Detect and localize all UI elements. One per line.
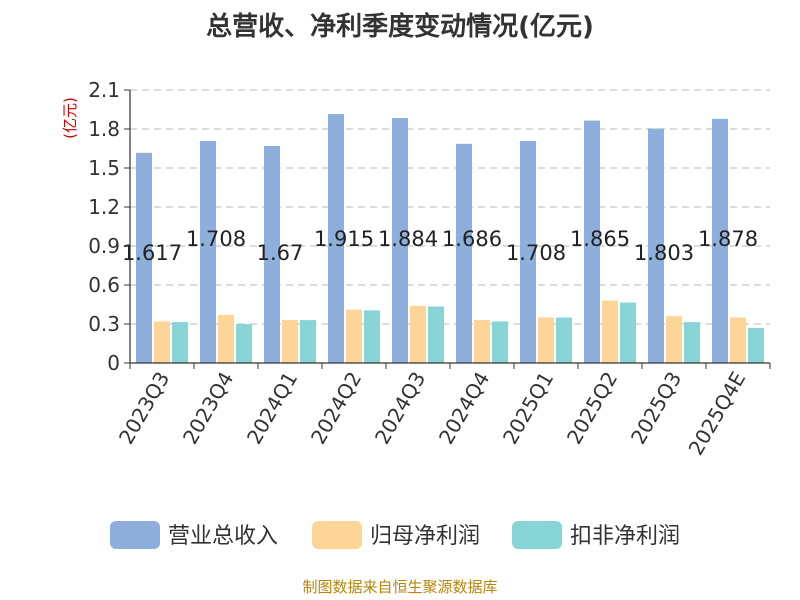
x-tick-label: 2025Q2: [562, 368, 622, 449]
bar-net-profit: [346, 309, 362, 363]
bar-deducted-net-profit: [428, 306, 444, 363]
bar-revenue: [328, 114, 344, 363]
bar-net-profit: [730, 317, 746, 363]
revenue-data-label: 1.67: [257, 241, 304, 265]
x-tick-label: 2024Q2: [306, 368, 366, 449]
bar-revenue: [456, 143, 472, 363]
revenue-data-label: 1.708: [186, 227, 246, 251]
bar-net-profit: [474, 320, 490, 363]
legend-swatch: [312, 521, 362, 549]
bar-revenue: [264, 145, 280, 363]
revenue-data-label: 1.617: [122, 241, 182, 265]
y-tick-label: 0.6: [88, 273, 120, 297]
bar-net-profit: [602, 300, 618, 363]
revenue-data-label: 1.708: [506, 241, 566, 265]
bar-net-profit: [282, 320, 298, 363]
bar-revenue: [136, 152, 152, 363]
legend-label: 扣非净利润: [570, 524, 680, 549]
bar-deducted-net-profit: [748, 327, 764, 363]
bar-net-profit: [538, 317, 554, 363]
y-tick-label: 0.3: [88, 312, 120, 336]
bars: [136, 114, 764, 363]
y-tick-label: 1.5: [88, 156, 120, 180]
legend: 营业总收入 归母净利润 扣非净利润: [110, 521, 680, 549]
legend-label: 营业总收入: [168, 524, 278, 549]
x-tick-label: 2025Q3: [626, 368, 686, 449]
bar-revenue: [584, 120, 600, 363]
revenue-data-label: 1.878: [698, 227, 758, 251]
bar-net-profit: [410, 305, 426, 363]
bar-revenue: [648, 128, 664, 363]
bar-revenue: [712, 118, 728, 363]
legend-swatch: [110, 521, 160, 549]
axes: 0 0.3 0.6 0.9 1.2 1.5 1.8 2.1 2023Q3 2023Q4 2024Q1…: [88, 78, 771, 460]
bar-deducted-net-profit: [492, 321, 508, 363]
y-tick-label: 1.2: [88, 195, 120, 219]
bar-net-profit: [218, 314, 234, 363]
bar-deducted-net-profit: [556, 317, 572, 363]
x-tick-label: 2024Q1: [242, 368, 302, 449]
bar-revenue: [520, 140, 536, 363]
x-tick-label: 2025Q4E: [684, 368, 751, 460]
bar-deducted-net-profit: [364, 310, 380, 363]
revenue-data-label: 1.865: [570, 227, 630, 251]
y-tick-label: 0: [107, 351, 120, 375]
bar-deducted-net-profit: [300, 320, 316, 363]
y-tick-label: 0.9: [88, 234, 120, 258]
y-axis-unit: (亿元): [61, 97, 79, 139]
chart-title: 总营收、净利季度变动情况(亿元): [206, 11, 594, 42]
x-tick-label: 2023Q3: [114, 368, 174, 449]
bar-net-profit: [154, 321, 170, 363]
x-tick-label: 2023Q4: [178, 368, 238, 449]
x-tick-label: 2024Q3: [370, 368, 430, 449]
data-source-note: 制图数据来自恒生聚源数据库: [302, 578, 497, 596]
y-tick-label: 2.1: [88, 78, 120, 102]
bar-deducted-net-profit: [172, 322, 188, 363]
x-tick-label: 2025Q1: [498, 368, 558, 449]
revenue-data-label: 1.686: [442, 227, 502, 251]
revenue-data-label: 1.884: [378, 227, 438, 251]
legend-label: 归母净利润: [370, 524, 480, 549]
revenue-data-label: 1.915: [314, 227, 374, 251]
legend-swatch: [512, 521, 562, 549]
bar-deducted-net-profit: [620, 302, 636, 363]
revenue-data-label: 1.803: [634, 241, 694, 265]
bar-deducted-net-profit: [684, 322, 700, 363]
bar-net-profit: [666, 316, 682, 363]
bar-revenue: [200, 140, 216, 363]
bar-revenue: [392, 118, 408, 363]
gridlines: [130, 89, 770, 325]
bar-deducted-net-profit: [236, 324, 252, 363]
y-tick-label: 1.8: [88, 117, 120, 141]
x-tick-label: 2024Q4: [434, 368, 494, 449]
